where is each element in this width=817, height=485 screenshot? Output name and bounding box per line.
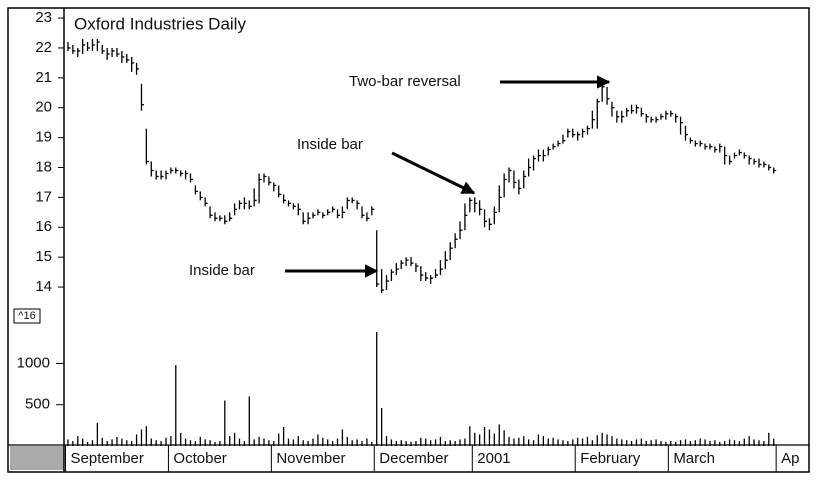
y-tick-label: 15 [35,248,52,265]
annotation-arrow [391,151,476,195]
volume-label-box [13,308,41,324]
y-tick-label: 20 [35,99,52,116]
volume-label: ^16 [18,310,35,322]
x-tick-label: February [580,450,641,467]
x-tick-label: December [379,450,448,467]
annotation: Inside bar [297,136,363,153]
x-tick-label: 2001 [477,450,510,467]
x-tick-label: October [173,450,226,467]
y-tick-label: 500 [25,396,50,413]
y-tick-label: 21 [35,69,52,86]
y-tick-label: 16 [35,218,52,235]
y-tick-label: 22 [35,39,52,56]
x-tick-label: Ap [781,450,799,467]
y-tick-label: 18 [35,158,52,175]
frame [7,7,810,473]
y-tick-label: 17 [35,188,52,205]
chart-title: Oxford Industries Daily [74,14,246,33]
y-tick-label: 1000 [17,354,50,371]
x-tick-label: November [276,450,345,467]
annotation: Two-bar reversal [349,73,461,90]
corner-box [10,446,64,470]
y-tick-label: 23 [35,9,52,26]
x-tick-label: September [71,450,144,467]
y-tick-label: 14 [35,278,52,295]
x-tick-label: March [673,450,715,467]
annotation: Inside bar [189,262,255,279]
y-tick-label: 19 [35,129,52,146]
